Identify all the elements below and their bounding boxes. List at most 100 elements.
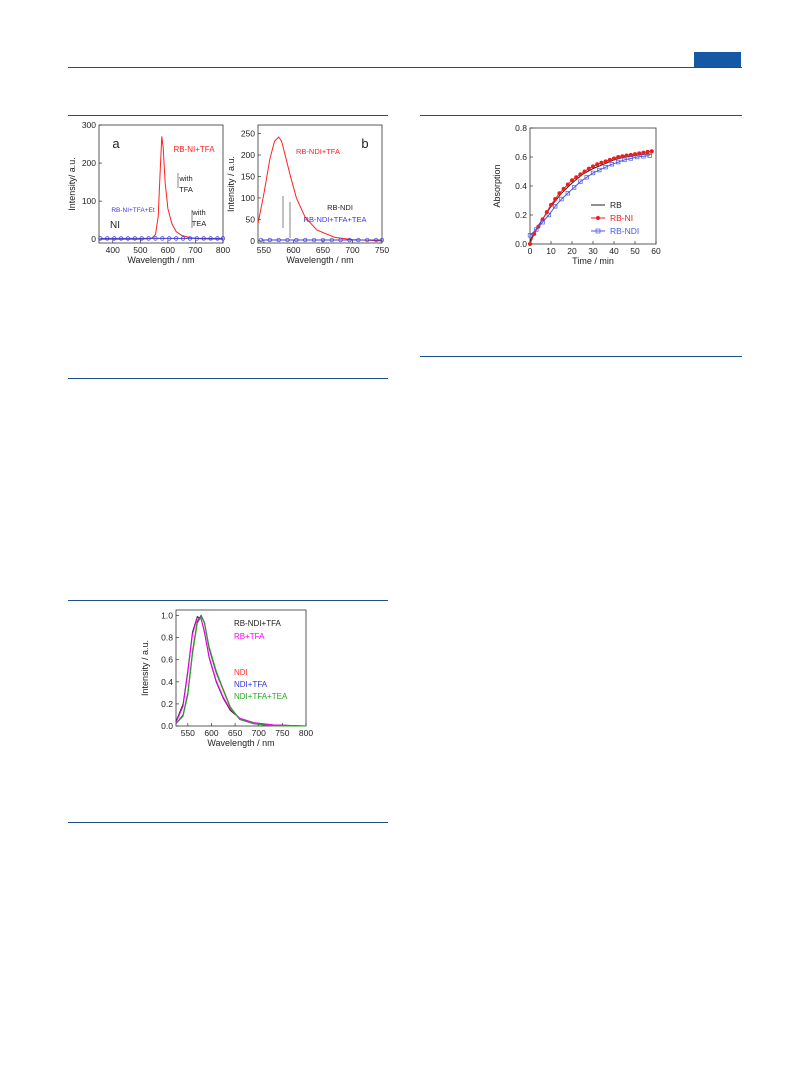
y-tick-label: 50: [246, 214, 256, 224]
data-point: [634, 154, 640, 160]
data-point: [132, 236, 137, 241]
y-tick-label: 0.2: [161, 699, 173, 709]
header-rule: [68, 67, 742, 68]
x-tick-label: 40: [609, 246, 619, 256]
figure-rule-top-right: [420, 115, 742, 116]
y-tick-label: 1.0: [161, 611, 173, 621]
data-point: [590, 170, 596, 176]
x-tick-label: 550: [257, 245, 271, 255]
data-point: [628, 152, 633, 157]
x-axis-label: Wavelength / nm: [127, 255, 194, 265]
x-tick-label: 700: [345, 245, 359, 255]
y-axis-label: Absorption: [492, 164, 502, 207]
x-tick-label: 700: [188, 245, 202, 255]
y-tick-label: 0: [91, 234, 96, 244]
data-point: [546, 212, 552, 218]
plot-frame: [257, 124, 383, 244]
data-point: [146, 236, 151, 241]
series-line: [529, 155, 650, 236]
figure-normalized: 550 600 650 700 750 800 0.0 0.2 0.4 0.6 0.8 1.0 Wave…: [140, 609, 313, 748]
legend-label: RB: [610, 200, 622, 210]
data-point: [553, 197, 558, 202]
y-tick-label: 0.2: [515, 210, 527, 220]
data-point: [379, 237, 385, 243]
y-tick-label: 200: [82, 158, 96, 168]
data-point: [578, 172, 583, 177]
plot-frame: [98, 124, 224, 244]
data-point: [258, 237, 264, 243]
x-tick-label: 550: [181, 728, 195, 738]
x-tick-label: 60: [651, 246, 661, 256]
data-point: [365, 237, 370, 243]
series-line: [257, 136, 383, 242]
data-point: [607, 157, 612, 162]
data-point: [160, 236, 165, 241]
data-point: [294, 237, 299, 243]
data-point: [595, 162, 600, 167]
data-point: [570, 178, 574, 183]
data-point: [105, 236, 110, 241]
data-point: [641, 150, 646, 155]
series-label: RB+TFA: [234, 632, 265, 641]
plot-frame: [175, 609, 307, 727]
data-point: [167, 236, 172, 241]
x-axis-label: Wavelength / nm: [286, 255, 353, 265]
data-point: [528, 242, 532, 246]
data-point: [549, 202, 553, 207]
x-tick-label: 10: [546, 246, 556, 256]
data-point: [616, 155, 621, 159]
data-point: [276, 237, 281, 243]
y-tick-label: 0.4: [515, 181, 527, 191]
legend-marker: [595, 228, 601, 234]
data-point: [356, 237, 361, 243]
section-rule-left-3: [68, 822, 388, 823]
series-line: [99, 136, 224, 240]
data-point: [565, 182, 570, 187]
y-tick-label: 0.6: [161, 655, 173, 665]
data-point: [582, 169, 587, 174]
data-point: [557, 191, 562, 196]
series-line: [175, 617, 307, 727]
y-axis-label: Intensity / a.u.: [140, 640, 150, 696]
data-point: [599, 160, 604, 165]
data-point: [329, 237, 334, 243]
data-point: [559, 196, 564, 202]
data-point: [571, 185, 577, 190]
legend-label: RB-NI: [610, 213, 633, 223]
x-tick-label: 400: [106, 245, 120, 255]
data-point: [553, 204, 558, 209]
x-axis-label: Wavelength / nm: [207, 738, 274, 748]
data-point: [616, 159, 621, 165]
x-tick-label: 650: [228, 728, 242, 738]
data-point: [565, 191, 570, 196]
data-point: [527, 233, 533, 238]
series-label: RB-NDI+TFA: [234, 619, 282, 628]
y-tick-label: 0.0: [161, 721, 173, 731]
x-tick-label: 800: [216, 245, 230, 255]
data-point: [622, 157, 627, 163]
x-tick-label: 0: [528, 246, 533, 256]
panel-label-a: a: [112, 136, 120, 151]
legend-label-rb-ni-tfa: RB-NI+TFA: [173, 145, 215, 154]
data-point: [561, 186, 566, 191]
data-point: [584, 175, 589, 180]
data-point: [338, 237, 343, 243]
x-tick-label: 600: [161, 245, 175, 255]
legend-label: RB-NDI: [610, 226, 639, 236]
series-label: NDI: [234, 668, 248, 677]
data-point: [603, 159, 608, 164]
annotation-ni: NI: [110, 220, 120, 231]
data-point: [586, 166, 591, 171]
data-point: [624, 153, 629, 158]
y-axis-label: Intensity/ a.u.: [68, 157, 77, 211]
panel-a: 400 500 600 700 800 0 100 200 300 Wavelength / nm…: [68, 120, 230, 265]
y-axis-label: Intensity / a.u.: [226, 156, 236, 212]
section-rule-left-1: [68, 378, 388, 379]
y-tick-label: 0.8: [515, 123, 527, 133]
data-point: [574, 175, 579, 180]
data-point: [220, 236, 226, 241]
data-point: [201, 236, 206, 241]
y-tick-label: 0.4: [161, 677, 173, 687]
x-tick-label: 30: [588, 246, 598, 256]
y-tick-label: 100: [241, 193, 255, 203]
